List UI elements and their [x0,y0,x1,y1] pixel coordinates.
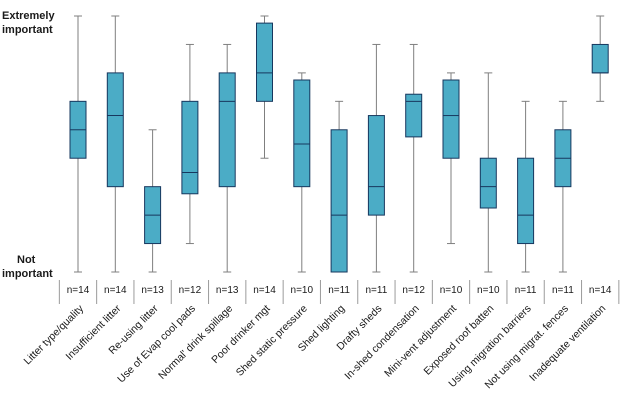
box [106,72,124,188]
sample-size-label: n=10 [477,285,500,296]
sample-size-label: n=12 [402,285,425,296]
sample-size-label: n=10 [440,285,463,296]
box [218,72,236,188]
sample-size-label: n=11 [515,285,537,296]
category-label: Mini-vent adjustment [382,303,459,380]
box [293,79,311,188]
box [330,129,348,273]
box [517,157,535,245]
sample-size-label: n=11 [328,285,350,296]
sample-size-label: n=11 [552,285,574,296]
category-label: Inadequate ventilation [527,303,608,384]
box [256,22,273,102]
category-label: Shed static pressure [234,303,310,379]
box [479,157,497,209]
sample-size-label: n=14 [67,285,90,296]
y-top-label-line1: Extremely [2,10,55,22]
sample-size-label: n=13 [141,285,164,296]
sample-size-label: n=14 [104,285,127,296]
y-bottom-label-line2: important [2,268,53,280]
sample-size-label: n=14 [253,285,276,296]
sample-size-label: n=14 [589,285,612,296]
box [181,100,199,195]
category-label: Exposed roof batten [421,303,496,378]
y-top-label-line2: important [2,24,53,36]
box [367,115,385,216]
sample-size-label: n=11 [366,285,388,296]
box [591,43,609,74]
sample-size-label: n=12 [179,285,202,296]
box [405,93,423,138]
y-bottom-label-line1: Not [17,254,36,266]
box [442,79,460,159]
sample-size-label: n=13 [216,285,239,296]
sample-size-label: n=10 [291,285,314,296]
